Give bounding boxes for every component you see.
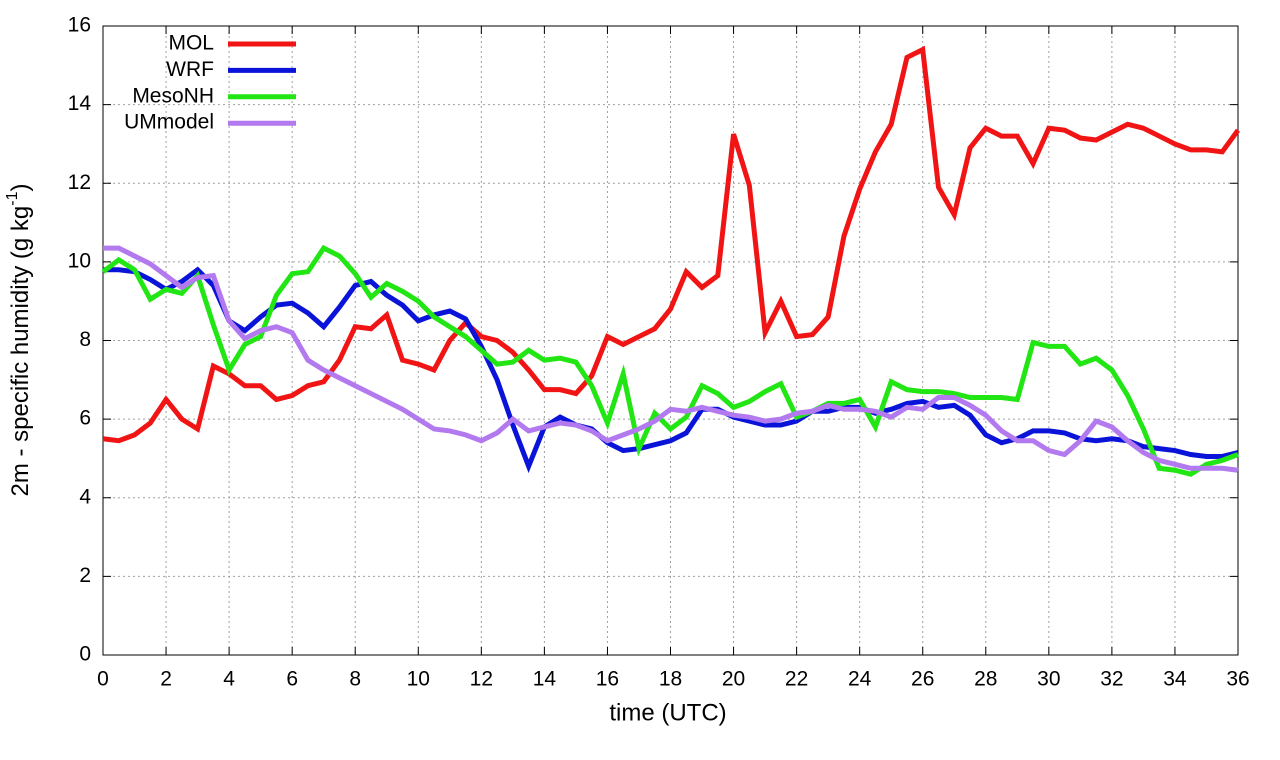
x-tick-label: 34: [1163, 668, 1187, 691]
x-tick-label: 0: [97, 668, 109, 691]
y-axis-label-superscript: -1: [4, 191, 21, 205]
series-line: [101, 244, 1239, 477]
x-tick-label: 26: [911, 668, 934, 691]
x-tick-label: 16: [596, 668, 619, 691]
y-axis-label: 2m - specific humidity (g kg-1): [4, 184, 34, 497]
x-tick-label: 10: [407, 668, 430, 691]
legend-label: WRF: [166, 58, 214, 81]
series-line: [103, 266, 1239, 474]
y-tick-label: 6: [79, 407, 91, 430]
x-tick-label: 6: [286, 668, 298, 691]
y-tick-label: 16: [68, 14, 91, 37]
series-line: [102, 45, 1241, 444]
y-axis-label-main: 2m - specific humidity (g kg: [7, 206, 34, 497]
x-tick-label: 14: [533, 668, 557, 691]
x-tick-label: 18: [659, 668, 682, 691]
y-tick-label: 2: [79, 564, 91, 587]
legend-label: MOL: [168, 32, 214, 55]
y-tick-label: 12: [68, 171, 91, 194]
x-tick-label: 36: [1226, 668, 1249, 691]
legend-label: UMmodel: [124, 111, 214, 134]
y-tick-label: 14: [68, 92, 92, 115]
x-tick-label: 2: [160, 668, 172, 691]
x-tick-label: 32: [1100, 668, 1123, 691]
y-axis-label-end: ): [7, 184, 34, 192]
x-tick-label: 30: [1037, 668, 1060, 691]
x-tick-label: 22: [785, 668, 808, 691]
x-axis-label: time (UTC): [609, 699, 726, 726]
y-tick-label: 4: [79, 485, 91, 508]
legend-label: MesoNH: [132, 84, 214, 107]
x-tick-label: 20: [722, 668, 745, 691]
series-line: [103, 245, 1239, 473]
x-tick-label: 28: [974, 668, 997, 691]
x-tick-label: 24: [848, 668, 872, 691]
plot-frame: [102, 25, 1239, 656]
y-tick-label: 8: [79, 328, 91, 351]
x-tick-label: 4: [223, 668, 235, 691]
y-tick-label: 0: [79, 643, 91, 666]
x-tick-label: 8: [349, 668, 361, 691]
y-tick-label: 10: [68, 249, 91, 272]
x-tick-label: 12: [470, 668, 493, 691]
